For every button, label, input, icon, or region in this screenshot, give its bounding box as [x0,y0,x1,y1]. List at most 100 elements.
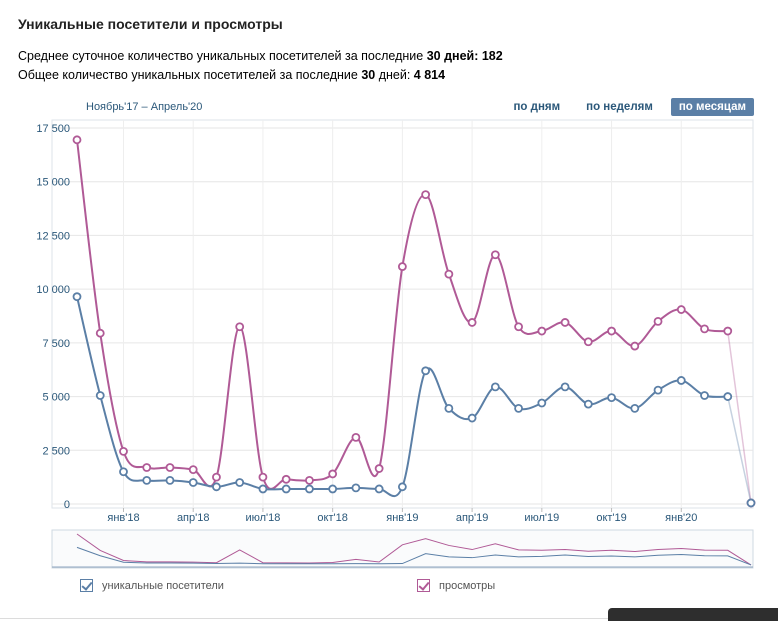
views-point [281,474,291,484]
y-tick-label: 17 500 [36,123,70,135]
unique-point [188,478,198,487]
views-point [630,341,640,351]
views-point [676,305,686,314]
unique-point [746,498,756,508]
divider [0,618,608,619]
views-point [583,337,593,347]
avg-daily-label: Среднее суточное количество уникальных п… [18,49,427,63]
unique-point [514,403,523,413]
y-tick-label: 2 500 [42,445,70,457]
x-tick-label: окт'18 [317,512,347,524]
period-switcher: по дням по неделям по месяцам [505,98,754,116]
views-point [165,463,175,472]
total-unique-label: Общее количество уникальных посетителей … [18,68,362,82]
views-point [421,190,431,200]
views-point [700,324,709,334]
views-line-partial [727,330,752,504]
unique-point [560,382,570,392]
unique-point [212,482,221,492]
views-point [258,472,268,482]
total-unique-value: 4 814 [413,68,446,82]
unique-point [374,484,384,494]
unique-point [328,484,338,494]
x-tick-label: июл'19 [524,512,559,524]
unique-point [583,399,593,409]
x-tick-label: июл'18 [245,512,280,524]
dark-panel [608,608,778,621]
views-line [76,139,728,490]
views-point [444,269,454,279]
unique-point [165,475,175,485]
views-point [537,326,547,336]
views-point [305,475,314,485]
views-point [212,472,221,482]
y-tick-label: 7 500 [42,338,70,350]
avg-daily-stat: Среднее суточное количество уникальных п… [18,49,503,63]
unique-point [630,403,640,413]
views-point [560,318,570,327]
views-point [467,318,477,327]
x-tick-label: окт'19 [596,512,626,524]
x-tick-label: апр'18 [177,512,210,524]
views-point [351,432,361,442]
unique-point [95,391,105,400]
views-checkbox[interactable] [417,579,430,592]
x-tick-label: янв'19 [386,512,418,524]
legend-views[interactable]: просмотры [417,579,495,592]
total-unique-days: 30 [361,68,376,82]
x-tick-label: янв'18 [107,512,139,524]
unique-point [700,391,709,400]
views-point [514,322,523,332]
unique-point [351,483,361,493]
total-unique-suffix: дней: [375,68,414,82]
unique-point [723,392,733,401]
views-point [188,465,198,475]
unique-point [444,403,454,413]
views-point [328,469,338,479]
y-tick-label: 15 000 [36,177,70,189]
unique-point [421,366,431,376]
unique-point [72,292,82,302]
unique-checkbox[interactable] [80,579,93,592]
legend-unique-label: уникальные посетители [102,579,224,592]
legend-unique[interactable]: уникальные посетители [80,579,224,592]
page-title: Уникальные посетители и просмотры [18,16,283,32]
legend-views-label: просмотры [439,579,496,592]
unique-point [119,467,128,477]
views-point [95,328,105,338]
unique-navigator-line [76,546,752,566]
x-tick-label: апр'19 [456,512,489,524]
x-tick-label: янв'20 [665,512,697,524]
y-tick-label: 12 500 [36,230,70,242]
views-point [490,250,500,260]
total-unique-stat: Общее количество уникальных посетителей … [18,68,445,82]
unique-point [653,385,663,395]
unique-point [490,382,500,392]
views-navigator-line [76,533,752,566]
period-months-button[interactable]: по месяцам [670,98,754,116]
views-point [235,322,245,332]
date-range-label[interactable]: Ноябрь'17 – Апрель'20 [86,101,203,113]
views-point [72,135,82,145]
unique-line-partial [727,396,752,504]
views-point [723,326,733,336]
unique-point [537,398,547,408]
line-chart: 0 2 500 5 000 7 500 10 000 12 500 15 000 17 500… [36,119,756,569]
unique-point [235,478,245,487]
views-point [653,316,663,326]
views-point [374,464,384,473]
period-weeks-button[interactable]: по неделям [586,101,653,113]
unique-point [676,376,686,385]
unique-point [467,413,477,423]
unique-point [142,475,152,485]
unique-point [305,484,314,494]
avg-daily-days: 30 дней: [426,49,479,63]
unique-point [607,393,616,403]
y-tick-label: 10 000 [36,284,70,296]
y-tick-label: 5 000 [42,392,70,404]
period-days-button[interactable]: по дням [513,101,561,113]
y-tick-label: 0 [64,499,70,511]
unique-point [397,482,407,492]
views-point [119,446,128,456]
unique-point [281,484,291,494]
